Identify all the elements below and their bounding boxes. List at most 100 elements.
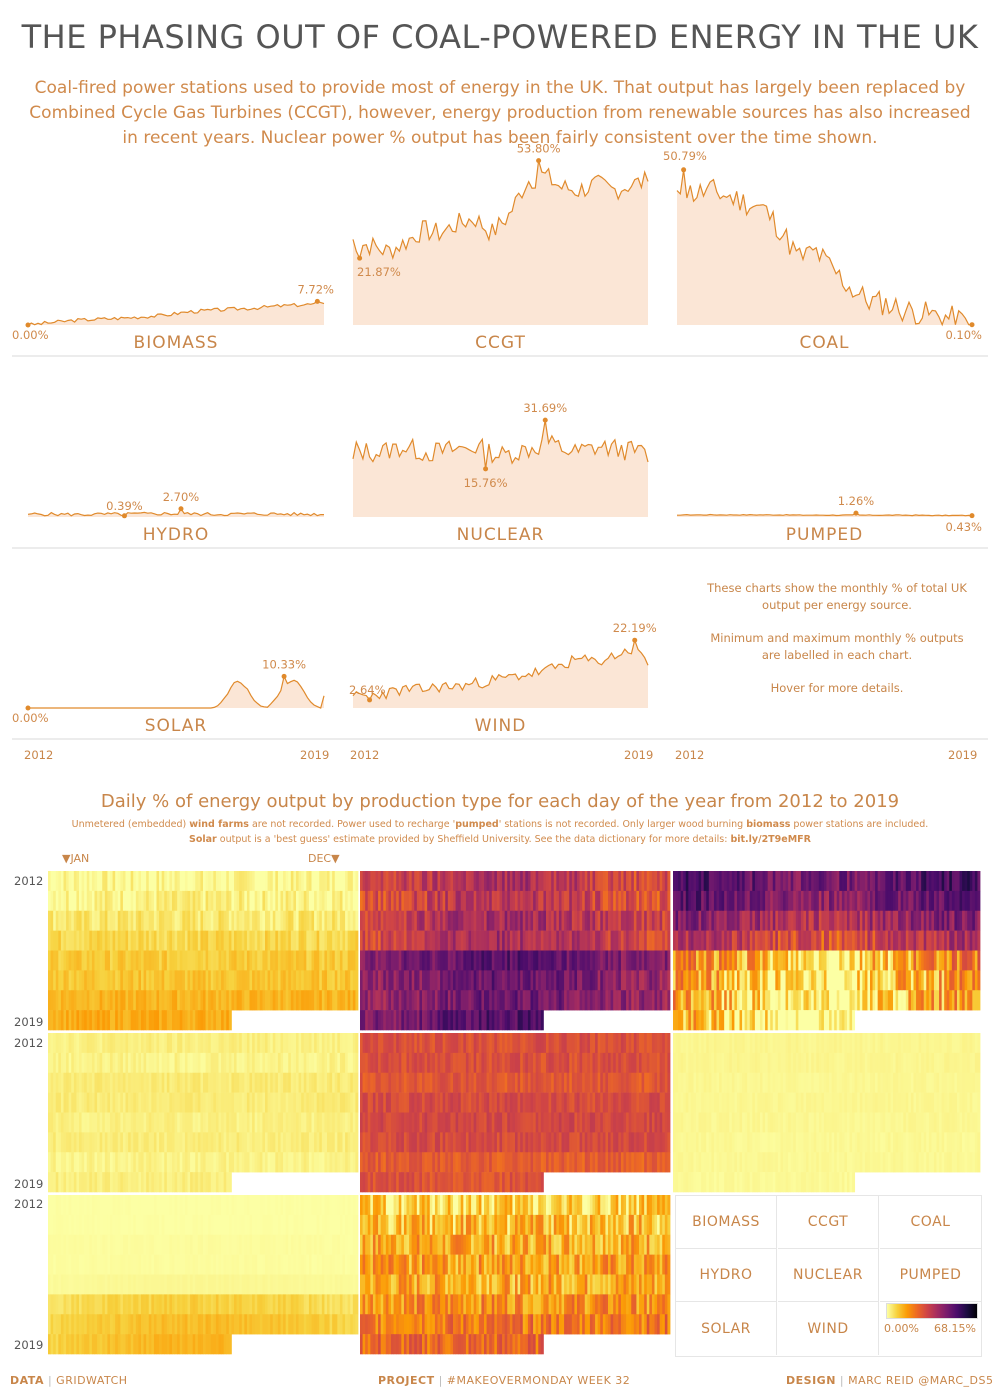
panel-wind[interactable]: 2.64%22.19%WIND xyxy=(349,621,657,736)
heatmap-nuclear[interactable] xyxy=(360,1033,671,1193)
heat-cell xyxy=(564,1112,568,1133)
heat-cell xyxy=(179,1010,183,1031)
min-point[interactable] xyxy=(483,466,489,472)
heat-cell xyxy=(246,1132,250,1153)
heat-cell xyxy=(869,1033,873,1054)
heat-cell xyxy=(933,1033,937,1054)
data-dictionary-link[interactable]: bit.ly/2T9eMFR xyxy=(730,834,811,845)
heatmap-coal[interactable] xyxy=(673,871,981,1031)
min-point[interactable] xyxy=(969,513,975,519)
heat-cell xyxy=(747,890,751,912)
heat-cell xyxy=(628,1033,632,1054)
min-point[interactable] xyxy=(25,705,31,711)
heat-cell xyxy=(241,871,245,892)
heat-cell xyxy=(813,950,817,971)
panel-nuclear[interactable]: 15.76%31.69%NUCLEAR xyxy=(352,401,649,545)
heat-cell xyxy=(190,1072,194,1093)
heat-cell xyxy=(654,890,658,912)
panel-coal[interactable]: 0.10%50.79%COAL xyxy=(663,149,982,353)
min-point[interactable] xyxy=(367,697,373,703)
heat-cell xyxy=(151,1052,155,1074)
heat-cell xyxy=(259,1152,263,1173)
max-point[interactable] xyxy=(681,167,687,173)
max-point[interactable] xyxy=(536,158,542,164)
heat-cell xyxy=(923,990,927,1011)
heat-cell xyxy=(409,1172,413,1193)
heat-cell xyxy=(365,1132,369,1153)
max-point[interactable] xyxy=(853,510,859,516)
heat-cell xyxy=(726,1033,730,1054)
heat-cell xyxy=(367,1033,371,1054)
heat-cell xyxy=(337,1033,341,1054)
heat-cell xyxy=(678,910,682,931)
min-point[interactable] xyxy=(969,322,975,328)
panel-hydro[interactable]: 0.39%2.70%HYDRO xyxy=(27,490,324,545)
heat-cell xyxy=(236,970,240,991)
heat-cell xyxy=(120,930,124,951)
heat-cell xyxy=(125,1072,129,1093)
heatmap-hydro[interactable] xyxy=(48,1033,359,1193)
heat-cell xyxy=(138,1112,142,1133)
heat-cell xyxy=(254,990,258,1011)
heat-cell xyxy=(538,1152,542,1173)
min-point[interactable] xyxy=(25,322,31,328)
max-point[interactable] xyxy=(314,298,320,304)
panel-pumped[interactable]: 0.43%1.26%PUMPED xyxy=(677,494,982,545)
heat-cell xyxy=(334,970,338,991)
heat-cell xyxy=(747,871,751,892)
heat-cell xyxy=(138,871,142,892)
heat-cell xyxy=(623,950,627,971)
panel-biomass[interactable]: 0.00%7.72%BIOMASS xyxy=(12,282,334,353)
heat-cell xyxy=(208,1092,212,1113)
heatmap-ccgt[interactable] xyxy=(360,871,671,1031)
heat-cell xyxy=(53,990,57,1011)
heat-cell xyxy=(918,910,922,931)
heat-cell xyxy=(316,890,320,912)
heat-cell xyxy=(566,990,570,1011)
heat-cell xyxy=(218,970,222,991)
heat-cell xyxy=(744,1072,748,1093)
max-point[interactable] xyxy=(178,506,184,512)
heat-cell xyxy=(445,1092,449,1113)
heat-cell xyxy=(184,1112,188,1133)
heat-cell xyxy=(852,930,856,951)
heat-cell xyxy=(556,990,560,1011)
heat-cell xyxy=(913,1072,917,1093)
heat-cell xyxy=(50,910,54,931)
max-point[interactable] xyxy=(281,673,287,679)
heat-cell xyxy=(228,1010,232,1031)
heat-cell xyxy=(509,1112,513,1133)
heat-cell xyxy=(190,890,194,912)
heat-cell xyxy=(296,990,299,1011)
heat-cell xyxy=(383,990,387,1011)
min-point[interactable] xyxy=(357,255,363,261)
heat-cell xyxy=(112,990,116,1011)
heat-cell xyxy=(900,1052,904,1074)
heat-cell xyxy=(107,910,111,931)
heat-cell xyxy=(205,1052,209,1074)
heat-cell xyxy=(234,1112,237,1133)
heat-cell xyxy=(440,871,444,892)
heat-cell xyxy=(964,1052,968,1074)
heat-cell xyxy=(595,1152,599,1173)
max-point[interactable] xyxy=(542,417,548,423)
heat-cell xyxy=(231,890,235,912)
panel-ccgt[interactable]: 21.87%53.80%CCGT xyxy=(352,142,649,353)
heat-cell xyxy=(615,1152,619,1173)
heat-cell xyxy=(736,871,740,892)
max-point[interactable] xyxy=(632,637,638,643)
min-point[interactable] xyxy=(121,513,127,519)
heatmap-biomass[interactable] xyxy=(48,871,359,1031)
heatmap-pumped[interactable] xyxy=(673,1033,981,1193)
heat-cell xyxy=(494,1152,498,1173)
heat-cell xyxy=(739,871,743,892)
heat-cell xyxy=(481,890,485,912)
heat-cell xyxy=(84,1152,88,1173)
heat-cell xyxy=(525,990,529,1011)
heat-cell xyxy=(385,1010,389,1031)
panel-solar[interactable]: 0.00%10.33%SOLAR xyxy=(12,657,325,736)
heat-cell xyxy=(110,1152,113,1173)
heat-cell xyxy=(159,930,163,951)
heat-cell xyxy=(174,1112,178,1133)
heat-cell xyxy=(806,1010,809,1031)
